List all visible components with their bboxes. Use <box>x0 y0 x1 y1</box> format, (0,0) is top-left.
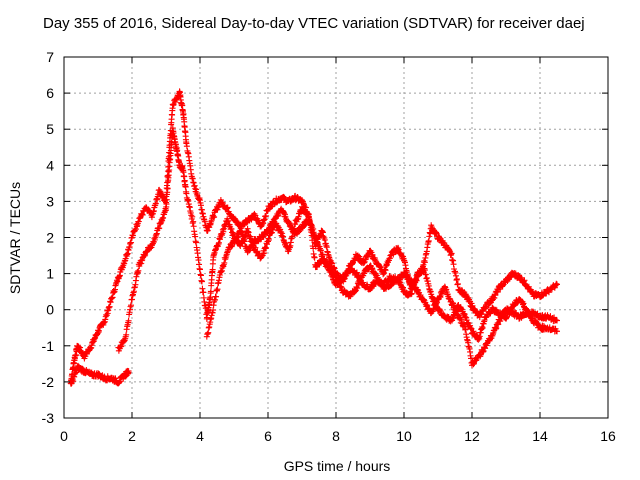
y-tick-label-0: 0 <box>46 302 54 318</box>
data-point-track-c-241 <box>207 288 214 295</box>
x-tick-label-4: 4 <box>196 428 204 444</box>
data-point-track-a-94 <box>106 303 113 310</box>
data-point-track-b-126 <box>125 368 132 375</box>
ticks-layer <box>63 56 609 419</box>
x-tick-label-10: 10 <box>396 428 412 444</box>
y-tick-label--1: -1 <box>42 338 55 354</box>
data-point-track-c-457 <box>310 245 317 252</box>
y-tick-label--3: -3 <box>42 410 55 426</box>
data-point-track-c-212 <box>197 272 204 279</box>
x-tick-label-6: 6 <box>264 428 272 444</box>
x-tick-label-0: 0 <box>60 428 68 444</box>
data-point-track-a-839 <box>454 280 461 287</box>
data-point-track-c-217 <box>200 289 207 296</box>
y-tick-label-2: 2 <box>46 230 54 246</box>
data-point-track-d-19 <box>213 293 220 300</box>
y-tick-label-4: 4 <box>46 157 54 173</box>
series-track-c <box>115 125 560 369</box>
data-point-track-c-21 <box>125 317 132 324</box>
y-tick-label--2: -2 <box>42 374 55 390</box>
chart-title: Day 355 of 2016, Sidereal Day-to-day VTE… <box>43 15 585 32</box>
data-point-track-c-248 <box>209 266 216 273</box>
data-point-track-c-26 <box>128 302 135 309</box>
y-tick-label-3: 3 <box>46 193 54 209</box>
data-point-track-c-41 <box>135 267 142 274</box>
data-point-track-c-771 <box>462 326 469 333</box>
y-axis-label: SDTVAR / TECUs <box>7 182 23 294</box>
data-point-track-d-22 <box>214 286 221 293</box>
data-point-track-c-194 <box>189 213 196 220</box>
data-point-track-c-952 <box>554 317 560 324</box>
data-point-track-c-121 <box>168 139 175 146</box>
x-tick-label-12: 12 <box>464 428 480 444</box>
series-track-b <box>67 362 132 387</box>
data-point-track-c-105 <box>164 185 171 192</box>
x-tick-label-14: 14 <box>532 428 548 444</box>
y-tick-label-7: 7 <box>46 49 54 65</box>
data-point-track-c-101 <box>163 196 170 203</box>
data-point-track-c-197 <box>190 223 197 230</box>
data-point-track-a-826 <box>448 250 455 257</box>
x-tick-label-8: 8 <box>332 428 340 444</box>
data-point-track-a-1035 <box>553 280 560 287</box>
data-point-track-a-444 <box>263 212 270 219</box>
y-tick-label-6: 6 <box>46 85 54 101</box>
series-track-d <box>203 205 560 343</box>
data-point-track-c-460 <box>311 254 318 261</box>
points-layer <box>67 88 560 387</box>
data-point-track-c-214 <box>198 278 205 285</box>
data-point-track-a-219 <box>165 163 172 170</box>
data-point-track-c-16 <box>123 331 130 338</box>
x-tick-label-2: 2 <box>128 428 136 444</box>
data-point-track-a-1036 <box>554 281 560 288</box>
data-point-track-d-36 <box>221 259 228 266</box>
data-point-track-d-714 <box>554 328 560 335</box>
x-tick-label-16: 16 <box>600 428 616 444</box>
data-point-track-c-210 <box>197 266 203 273</box>
y-tick-label-5: 5 <box>46 121 54 137</box>
data-point-track-a-837 <box>453 276 460 283</box>
x-axis-label: GPS time / hours <box>284 458 391 474</box>
grid-layer <box>64 57 608 418</box>
y-tick-label-1: 1 <box>46 266 54 282</box>
